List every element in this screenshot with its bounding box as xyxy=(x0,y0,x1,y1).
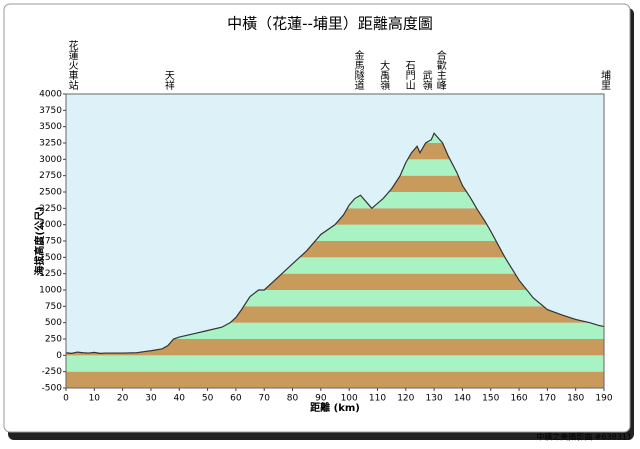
x-tick-label: 90 xyxy=(315,394,327,404)
x-tick-label: 190 xyxy=(595,394,612,404)
y-tick-label: -500 xyxy=(42,384,63,394)
y-tick-label: 2000 xyxy=(39,220,62,230)
band xyxy=(66,339,604,356)
y-tick-label: 500 xyxy=(45,318,62,328)
x-tick-label: 130 xyxy=(426,394,443,404)
band xyxy=(66,371,604,388)
landmark-label: 花蓮火車站 xyxy=(66,39,78,91)
x-tick-label: 10 xyxy=(89,394,101,404)
y-tick-label: 3750 xyxy=(39,106,62,116)
x-tick-label: 110 xyxy=(369,394,386,404)
y-tick-label: 1750 xyxy=(39,237,62,247)
band xyxy=(66,355,604,372)
x-tick-label: 30 xyxy=(145,394,157,404)
y-tick-label: -250 xyxy=(42,367,63,377)
y-tick-label: 2250 xyxy=(39,204,62,214)
landmark-label: 埔里 xyxy=(599,69,611,90)
x-axis-label: 距離 (km) xyxy=(310,401,360,414)
x-tick-label: 40 xyxy=(174,394,186,404)
x-tick-label: 0 xyxy=(63,394,69,404)
x-tick-label: 120 xyxy=(397,394,414,404)
watermark: 中橫之美攝影曲 #638311 xyxy=(536,432,632,442)
landmark-label: 石門山 xyxy=(403,60,415,90)
x-tick-label: 140 xyxy=(454,394,471,404)
y-tick-label: 2500 xyxy=(39,188,62,198)
x-tick-label: 20 xyxy=(117,394,129,404)
y-tick-label: 2750 xyxy=(39,171,62,181)
y-tick-label: 3000 xyxy=(39,155,62,165)
y-tick-label: 3500 xyxy=(39,122,62,132)
x-tick-label: 50 xyxy=(202,394,214,404)
y-tick-label: 250 xyxy=(45,335,62,345)
x-tick-label: 60 xyxy=(230,394,242,404)
landmark-label: 大禹嶺 xyxy=(378,59,390,91)
x-tick-label: 70 xyxy=(258,394,270,404)
y-axis-label: 海拔高度(公尺) xyxy=(33,206,46,275)
elevation-line xyxy=(65,132,605,354)
y-tick-label: 1500 xyxy=(39,253,62,263)
y-tick-label: 750 xyxy=(45,302,62,312)
landmark-label: 合歡主峰 xyxy=(434,49,446,90)
landmark-label: 武嶺 xyxy=(420,69,432,91)
x-tick-label: 100 xyxy=(341,394,358,404)
y-tick-label: 1000 xyxy=(39,286,62,296)
x-tick-label: 170 xyxy=(539,394,556,404)
landmark-label: 金馬隧道 xyxy=(352,49,364,90)
chart-title: 中橫（花蓮--埔里）距離高度圖 xyxy=(227,15,433,33)
y-tick-label: 1250 xyxy=(39,269,62,279)
x-tick-label: 80 xyxy=(287,394,299,404)
x-tick-label: 180 xyxy=(567,394,584,404)
y-tick-label: 4000 xyxy=(39,90,62,100)
x-tick-label: 160 xyxy=(510,394,527,404)
y-tick-label: 0 xyxy=(56,351,62,361)
x-tick-label: 150 xyxy=(482,394,499,404)
landmark-label: 天祥 xyxy=(162,70,174,91)
y-tick-label: 3250 xyxy=(39,139,62,149)
